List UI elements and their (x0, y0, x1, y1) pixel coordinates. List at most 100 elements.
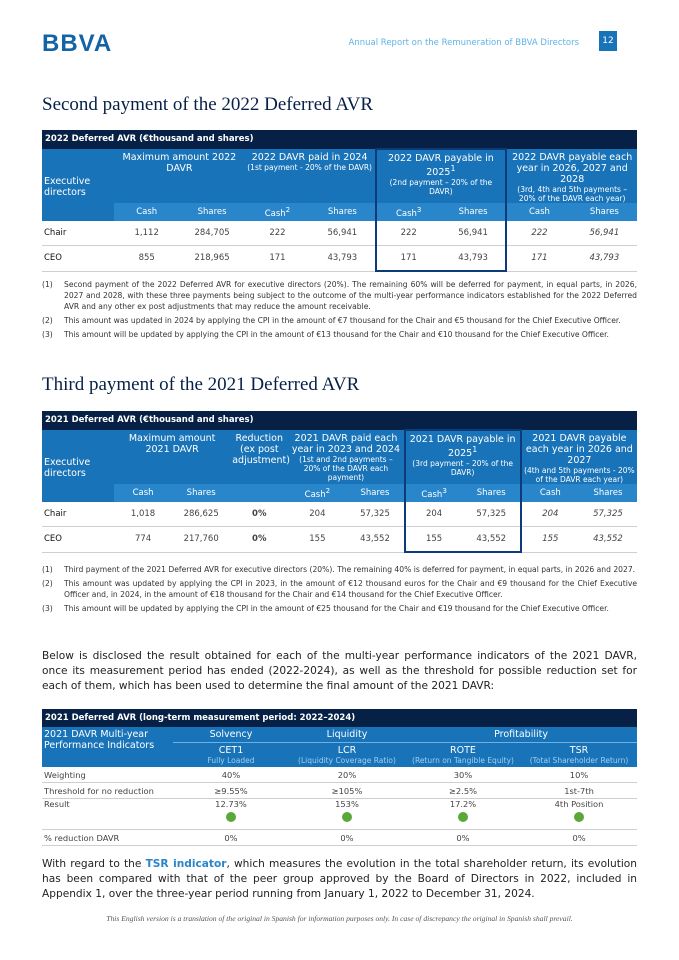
cell: 43,793 (310, 245, 376, 272)
cell: 218,965 (179, 245, 245, 272)
group-header: Solvency (173, 727, 289, 743)
group-title-text: 2021 DAVR paid each year in 2023 and 202… (291, 433, 401, 455)
superscript: 1 (472, 445, 478, 454)
cell: 12.73% (173, 798, 289, 830)
table-wrap: 2021 Deferred AVR (long-term measurement… (42, 709, 638, 846)
group-title: 2022 DAVR paid in 2024 (247, 152, 373, 163)
superscript: 2 (325, 486, 331, 496)
subheader: Cash (506, 203, 572, 221)
cell: ≥105% (289, 782, 405, 799)
footnote-number: (3) (42, 330, 53, 339)
cell-text: ≥9.55% (214, 785, 248, 796)
caption-row: 2021 Deferred AVR (long-term measurement… (42, 709, 638, 727)
group-title-text: 2021 DAVR payable each year in 2026 and … (525, 433, 633, 466)
data-row: % reduction DAVR 0% 0% 0% 0% (42, 829, 638, 846)
row-label: % reduction DAVR (42, 829, 173, 846)
cell: 43,552 (462, 526, 522, 553)
cell-text: 10% (569, 769, 589, 780)
cell: 204 (520, 502, 579, 527)
cell: 30% (405, 767, 521, 783)
footnote: (1) Second payment of the 2022 Deferred A… (42, 279, 637, 312)
footnotes: (1) Third payment of the 2021 Deferred AV… (42, 564, 637, 617)
footer: This English version is a translation of… (106, 914, 573, 923)
link[interactable]: TSR indicator (145, 858, 227, 870)
subheader-text: Shares (197, 207, 227, 217)
subheader: Shares (440, 203, 508, 221)
subheader-text: Cash (539, 488, 561, 498)
header-row: Executive directors Maximum amount 2021 D… (42, 429, 637, 502)
cell: 57,325 (578, 502, 637, 527)
subheader-text: Shares (360, 488, 390, 498)
cell: 284,705 (179, 221, 245, 246)
subheader: Shares (310, 203, 376, 221)
footnote-text: This amount was updated in 2024 by apply… (64, 316, 621, 325)
cell-text: 0% (572, 832, 586, 843)
cell: 20% (289, 767, 405, 783)
subheader-text: Cash (528, 207, 550, 217)
group-title: Reduction (ex post adjustment) (232, 433, 290, 466)
header-row: 2021 DAVR Multi-year Performance Indicat… (42, 727, 638, 767)
cell: 171 (374, 245, 441, 272)
data-row: Chair 1,018 286,625 0% 204 57,325 204 57,325 204… (42, 502, 637, 527)
cell: 1,112 (114, 221, 180, 246)
table-wrap: 2021 Deferred AVR (€thousand and shares)… (42, 411, 637, 553)
subheader-row: Cash Shares Cash2 Shares Cash3 Shares Cash Shar… (42, 203, 638, 221)
footnote-number: (1) (42, 565, 53, 574)
data-row: Weighting 40% 20% 30% 10% (42, 767, 638, 783)
cell-text: 17.2% (449, 799, 477, 809)
table-wrap: 2022 Deferred AVR (€thousand and shares)… (42, 130, 638, 272)
caption-row: 2021 Deferred AVR (€thousand and shares) (42, 411, 637, 430)
indicator-desc: Fully Loaded (207, 756, 255, 765)
group-header: Reduction (ex post adjustment) (230, 430, 290, 484)
header-row: CET1 Fully Loaded LCR (Liquidity Coverage R… (42, 742, 638, 767)
row-label: Chair (42, 221, 114, 246)
group-note: (2nd payment – 20% of the DAVR) (389, 178, 493, 197)
cell-text: ≥105% (331, 785, 363, 796)
row-label: CEO (42, 526, 114, 553)
paragraph: Below is disclosed the result obtained f… (42, 650, 637, 692)
cell-text: 4th Position (554, 799, 604, 809)
indicator-name: TSR (569, 745, 589, 756)
group-title-text: 2021 DAVR payable in 2025 (409, 434, 516, 460)
superscript: 1 (450, 164, 456, 173)
group-header: Profitability (405, 727, 638, 743)
subheader: Cash2 (288, 484, 347, 502)
cell: 56,941 (571, 221, 638, 246)
subheader-text: Shares (458, 207, 488, 217)
group-header: Maximum amount 2022 DAVR (114, 149, 245, 203)
cell-text: 40% (221, 769, 241, 780)
subheader-text: Cash (304, 489, 326, 500)
group-header: Maximum amount 2021 DAVR (114, 430, 231, 484)
cell: 153% (289, 798, 405, 830)
cell: 56,941 (440, 221, 508, 246)
group-header: 2021 DAVR payable in 20251 (3rd payment –… (403, 429, 522, 484)
indicator-desc: (Total Shareholder Return) (529, 756, 629, 765)
footnote-number: (1) (42, 280, 53, 289)
group-header: Liquidity (289, 727, 405, 743)
group-header: 2021 DAVR payable each year in 2026 and … (520, 430, 637, 484)
group-title-text: 2022 DAVR payable each year in 2026, 202… (512, 152, 633, 185)
heading: Second payment of the 2022 Deferred AVR (42, 94, 374, 115)
footnote-number: (2) (42, 579, 53, 588)
cell: 17.2% (405, 798, 521, 830)
row-label: Chair (42, 502, 114, 527)
indicator-desc: (Liquidity Coverage Ratio) (298, 756, 396, 765)
cell: 0% (289, 829, 405, 846)
cell: 43,552 (346, 526, 405, 553)
cell: 855 (114, 245, 180, 272)
cell: 57,325 (462, 502, 522, 527)
table: 2021 Deferred AVR (€thousand and shares)… (42, 411, 637, 553)
group-title: 2021 DAVR payable each year in 2026 and … (524, 433, 635, 466)
data-row: Chair 1,112 284,705 222 56,941 222 56,941 222 56… (42, 221, 638, 246)
footnote: (2) This amount was updated in 2024 by ap… (42, 315, 637, 326)
logo: BBVA (42, 30, 113, 57)
cell: 0% (521, 829, 638, 846)
subheader: Cash2 (244, 203, 311, 221)
status-dot (226, 812, 236, 822)
group-title: Maximum amount 2021 DAVR (116, 433, 228, 455)
footnote: (2) This amount was updated by applying t… (42, 578, 637, 600)
cell: 1,018 (114, 502, 173, 527)
row-label: Result (42, 798, 173, 830)
subheader: Shares (462, 484, 522, 502)
